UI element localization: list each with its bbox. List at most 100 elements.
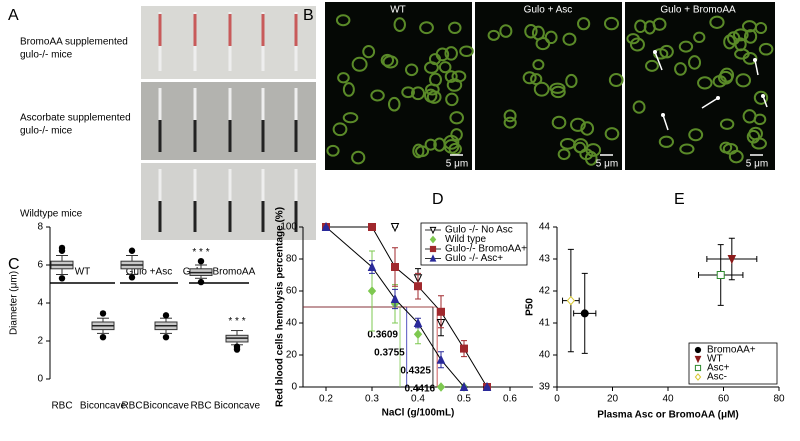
cell [412,143,425,159]
cell [743,29,758,44]
x-tick-label: RBC [51,401,72,412]
marker [429,235,437,244]
marker [429,245,437,253]
outlier [58,275,66,282]
cell [678,40,694,53]
cell [335,14,351,27]
chart-e: 0 20 40 60 80 39 40 41 42 43 44 Plasma Asc or Bromo… [525,222,785,421]
significance: * * * [228,316,245,327]
y-tick-label: 0 [291,382,297,393]
marker [391,263,399,271]
y-tick-label: 0 [37,374,43,385]
marker [566,295,576,306]
cell [450,128,463,142]
y-tick-label: 4 [37,298,43,309]
cell [337,72,350,84]
cell [419,21,434,35]
cell [693,31,706,43]
y-tick-label: 43 [539,254,551,265]
cell [503,109,517,123]
marker [727,255,737,265]
cell [428,72,442,87]
significance: * * * [192,247,209,258]
cell [565,73,578,88]
annotation: 0.4325 [400,366,431,377]
panel-a-label: BromoAA supplemented [20,37,128,48]
panel-a-label: gulo-/- mice [20,50,73,61]
x-tick-label: 0.4 [411,394,425,405]
cell [387,96,401,112]
marker [694,364,702,372]
marker [459,381,469,391]
x-tick-label: 60 [718,394,730,405]
cell [362,45,376,59]
marker [413,317,423,327]
marker [321,221,331,231]
cell [719,118,735,130]
panel-b-label: WT [390,5,406,16]
cell [342,112,359,124]
legend-label: Gulo -/- No Asc [445,225,513,236]
panel-letter: D [432,191,444,208]
cell [679,143,695,155]
arrow [654,51,663,71]
marker [414,282,422,291]
cell [531,25,545,41]
y-axis-label: Diameter (μm) [9,271,20,335]
x-axis-label: Plasma Asc or BromoAA (μM) [597,410,739,421]
y-tick-label: 41 [539,318,551,329]
cell [562,32,577,46]
outlier [58,247,66,254]
marker [367,286,377,296]
x-tick-label: 80 [773,394,785,405]
cell [459,45,474,58]
outlier [162,334,170,341]
cell [557,148,571,161]
marker [694,373,702,381]
cell [580,121,595,136]
y-tick-label: 6 [37,260,43,271]
outlier [197,258,205,265]
cell [444,46,458,61]
cell [487,29,500,41]
arrow [701,97,719,109]
cell [645,59,659,72]
outlier [197,278,205,286]
cell [632,100,646,114]
cell [608,72,624,88]
legend-label: Gulo -/- Asc+ [445,253,503,264]
outlier [162,312,170,319]
cell [551,115,567,130]
x-tick-label: Biconcave [80,401,127,412]
panel-letter: A [8,7,19,24]
panel-letter: B [303,7,314,24]
cell [448,21,462,34]
arrow [662,114,669,131]
cell [732,28,749,42]
scale-label: 5 μm [446,159,468,170]
cell [629,37,645,52]
cell [570,117,586,132]
y-tick-label: 42 [539,286,551,297]
cell [741,20,758,33]
cell [449,111,464,125]
outlier [99,310,107,317]
cell [503,116,517,129]
panel-a-label: Wildtype mice [20,209,83,220]
group-label: Gulo +Asc [126,267,172,278]
group-label: WT [75,267,91,278]
cell [326,144,340,157]
legend-label: Wild type [445,234,487,245]
marker [580,309,589,318]
cell [584,151,598,166]
arrow-head [753,58,757,62]
x-tick-label: RBC [190,401,211,412]
cell [524,23,538,39]
marker [368,223,376,231]
panel-letter: E [674,191,685,208]
cell [697,76,713,90]
arrow [754,59,759,76]
cell [451,70,467,83]
y-tick-label: 8 [37,222,43,233]
marker [429,226,437,235]
